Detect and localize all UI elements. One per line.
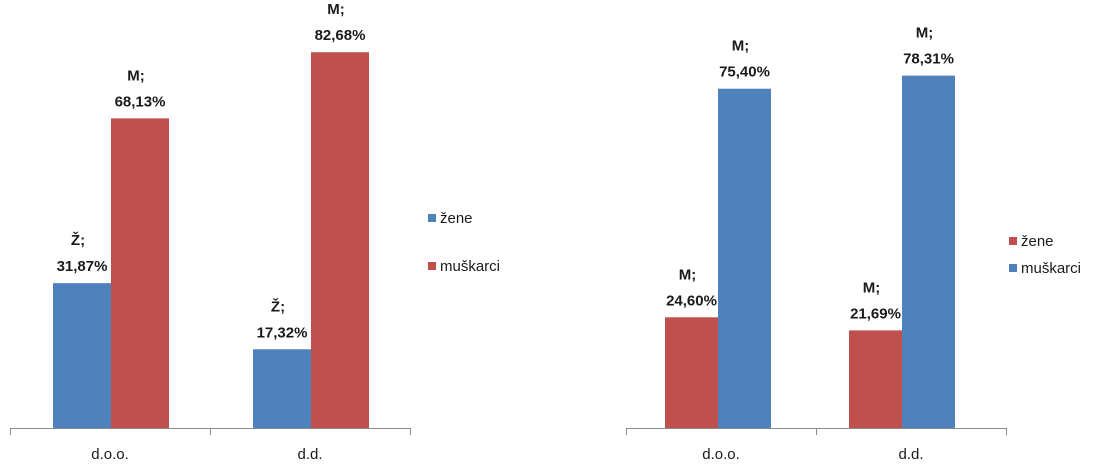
data-label-prefix: M; (679, 266, 697, 283)
x-tick-label: d.o.o. (702, 446, 740, 463)
legend: žene muškarci (1009, 233, 1081, 277)
data-label-prefix: Ž; (71, 231, 85, 249)
data-label-value: 24,60% (666, 292, 717, 309)
legend-label: žene (1021, 233, 1054, 250)
legend-swatch (1009, 264, 1017, 272)
data-label-value: 75,40% (719, 64, 770, 81)
data-label-prefix: M; (863, 279, 881, 296)
legend-swatch (428, 214, 436, 222)
data-label-value: 68,13% (115, 93, 166, 110)
data-label-value: 17,32% (257, 324, 308, 341)
legend-swatch (1009, 237, 1017, 245)
x-tick-label: d.o.o. (91, 446, 129, 463)
data-label-value: 82,68% (315, 27, 366, 44)
legend-label: muškarci (440, 258, 500, 275)
data-label-prefix: M; (327, 1, 345, 18)
bar-zene-1 (665, 317, 718, 428)
bar-zene-2 (253, 349, 311, 428)
chart-1: Ž; 31,87% Ž; 17,32% M; 68,13% M; 82,68% d.o.o. d.… (10, 1, 500, 463)
data-label-value: 21,69% (850, 305, 901, 322)
legend-swatch (428, 262, 436, 270)
data-label-value: 78,31% (903, 51, 954, 68)
bar-muskarci-1 (718, 88, 771, 428)
x-tick-label: d.d. (898, 446, 923, 463)
legend: žene muškarci (428, 210, 500, 275)
bar-muskarci-2 (311, 52, 369, 429)
data-label-prefix: M; (127, 67, 145, 84)
bar-zene-1 (53, 283, 111, 428)
bar-muskarci-1 (111, 118, 169, 428)
data-label-value: 31,87% (57, 258, 108, 275)
legend-label: žene (440, 210, 473, 227)
data-label-prefix: M; (732, 38, 750, 55)
bar-zene-2 (849, 330, 902, 428)
data-label-prefix: M; (916, 25, 934, 42)
bar-muskarci-2 (902, 75, 955, 428)
data-label-prefix: Ž; (271, 297, 285, 315)
legend-label: muškarci (1021, 260, 1081, 277)
chart-2: M; 24,60% M; 21,69% M; 75,40% M; 78,31% d.o.o. d.… (626, 25, 1081, 463)
x-tick-label: d.d. (297, 446, 322, 463)
